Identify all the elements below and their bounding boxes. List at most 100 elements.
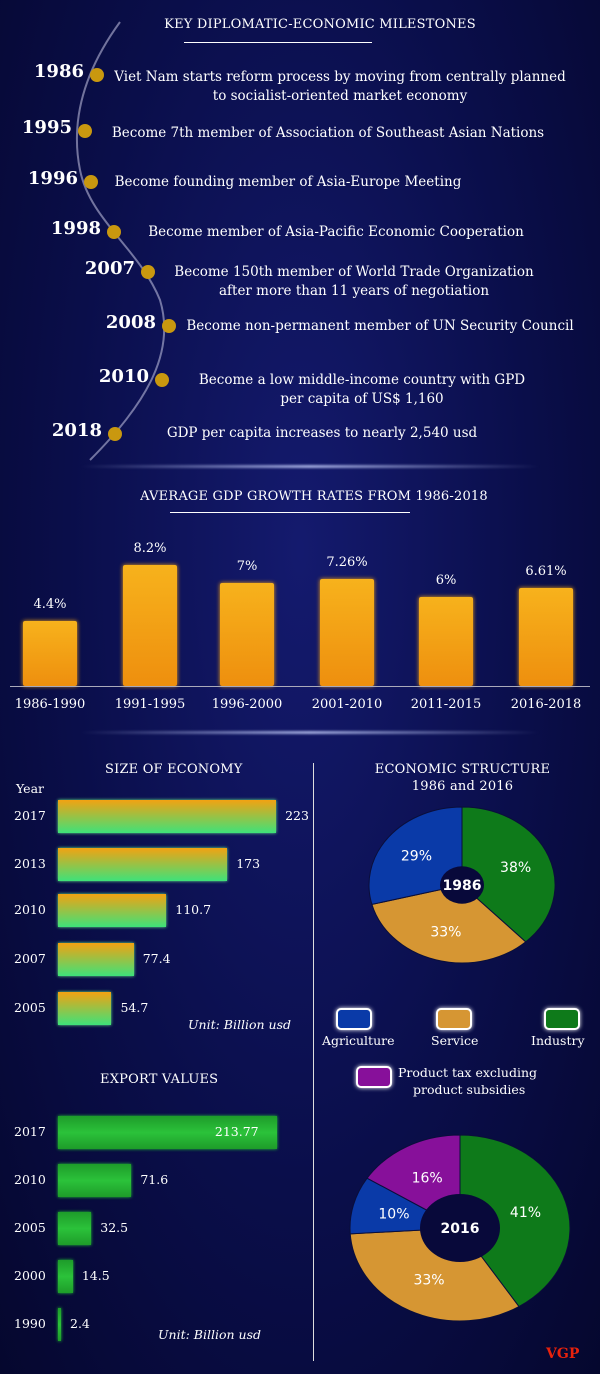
milestone-text: GDP per capita increases to nearly 2,540… xyxy=(166,425,478,441)
size-year-label: 2005 xyxy=(14,1000,46,1015)
gdp-category-label: 2016-2018 xyxy=(510,697,582,712)
legend-swatch-agriculture xyxy=(336,1008,372,1030)
gdp-data-label: 7% xyxy=(236,558,258,574)
export-data-label: 213.77 xyxy=(214,1124,259,1139)
vgp-logo: VGP xyxy=(546,1346,580,1362)
export-bar xyxy=(58,1164,132,1197)
gdp-bar xyxy=(320,578,374,686)
milestone-text: Become non-permanent member of UN Securi… xyxy=(186,318,574,334)
pie-slice-service xyxy=(371,884,527,964)
export-bar xyxy=(58,1116,277,1149)
size-data-label: 77.4 xyxy=(142,951,171,966)
title-underline xyxy=(184,42,372,43)
year-axis-label: Year xyxy=(16,781,44,796)
pie-slice-industry xyxy=(461,806,556,943)
size-bar xyxy=(58,894,167,927)
gdp-chart-title: AVERAGE GDP GROWTH RATES FROM 1986-2018 xyxy=(140,489,488,504)
structure-title-line1: ECONOMIC STRUCTURE xyxy=(374,762,551,777)
milestone-text: per capita of US$ 1,160 xyxy=(280,391,444,407)
milestone-year: 1996 xyxy=(27,168,78,189)
legend-swatch-service xyxy=(436,1008,472,1030)
milestone-dot xyxy=(108,427,122,441)
milestone-dot xyxy=(141,265,155,279)
gdp-category-label: 2011-2015 xyxy=(410,697,482,712)
gdp-category-label: 1986-1990 xyxy=(14,697,86,712)
pie-slice-label: 41% xyxy=(510,1205,541,1221)
gdp-data-label: 6.61% xyxy=(525,564,567,580)
milestone-text: to socialist-oriented market economy xyxy=(212,88,468,104)
milestone-dot xyxy=(162,319,176,333)
gdp-bar xyxy=(519,588,573,686)
gdp-data-label: 6% xyxy=(435,573,457,589)
gdp-category-label: 2001-2010 xyxy=(311,697,383,712)
legend-label-service: Service xyxy=(431,1033,479,1048)
export-chart-title: EXPORT VALUES xyxy=(100,1072,219,1087)
gdp-bar xyxy=(419,597,473,686)
milestone-year: 2018 xyxy=(51,420,102,441)
milestone-text: Become 150th member of World Trade Organ… xyxy=(174,264,534,280)
size-year-label: 2010 xyxy=(14,902,46,917)
milestone-year: 2008 xyxy=(105,312,156,333)
gdp-bar xyxy=(23,621,77,686)
vertical-divider xyxy=(313,763,314,1361)
size-bar xyxy=(58,943,134,976)
pie-slice-label: 33% xyxy=(430,924,461,940)
gdp-category-label: 1991-1995 xyxy=(114,697,186,712)
export-bar xyxy=(58,1260,73,1293)
gdp-bar xyxy=(220,582,274,686)
export-bar xyxy=(58,1308,61,1341)
export-year-label: 2010 xyxy=(14,1172,46,1187)
pie-slice-label: 10% xyxy=(378,1207,409,1223)
chart-baseline xyxy=(10,686,590,687)
milestone-year: 1998 xyxy=(50,218,101,239)
size-chart-title: SIZE OF ECONOMY xyxy=(105,762,243,777)
title-underline xyxy=(170,512,410,513)
size-bar xyxy=(58,992,112,1025)
gdp-bar xyxy=(123,565,177,686)
pie-slice-label: 38% xyxy=(500,860,531,876)
legend-label-industry: Industry xyxy=(531,1033,585,1048)
pie-slice-label: 33% xyxy=(413,1272,444,1288)
milestone-dot xyxy=(78,124,92,138)
section-divider xyxy=(80,731,540,734)
pie-center-hole xyxy=(420,1194,500,1262)
milestone-text: Become member of Asia-Pacific Economic C… xyxy=(148,224,524,240)
size-data-label: 110.7 xyxy=(175,902,212,917)
size-year-label: 2013 xyxy=(14,856,46,871)
gdp-data-label: 8.2% xyxy=(133,541,167,556)
pie-center-label: 1986 xyxy=(443,878,482,894)
pie-slice-label: 16% xyxy=(412,1170,443,1186)
milestone-text: after more than 11 years of negotiation xyxy=(218,283,490,299)
milestone-year: 2010 xyxy=(98,366,149,387)
export-data-label: 2.4 xyxy=(70,1316,90,1331)
structure-title-line2: 1986 and 2016 xyxy=(411,779,514,794)
gdp-category-label: 1996-2000 xyxy=(211,697,283,712)
legend-swatch-industry xyxy=(544,1008,580,1030)
export-year-label: 2017 xyxy=(14,1124,46,1139)
export-bar xyxy=(58,1212,92,1245)
size-data-label: 54.7 xyxy=(120,1000,149,1015)
section-divider xyxy=(80,465,540,468)
size-data-label: 223 xyxy=(285,808,309,823)
size-bar xyxy=(58,848,228,881)
export-year-label: 2005 xyxy=(14,1220,46,1235)
pie-center-hole xyxy=(440,866,484,904)
milestone-dot xyxy=(107,225,121,239)
gdp-data-label: 4.4% xyxy=(33,597,67,613)
milestone-dot xyxy=(84,175,98,189)
export-unit-label: Unit: Billion usd xyxy=(158,1327,261,1342)
legend-label-agriculture: Agriculture xyxy=(322,1033,395,1048)
size-bar xyxy=(58,800,277,833)
milestone-year: 2007 xyxy=(84,258,135,279)
milestone-year: 1995 xyxy=(21,117,72,138)
export-year-label: 1990 xyxy=(14,1316,46,1331)
pie-slice-agriculture xyxy=(368,806,463,905)
pie-center-label: 2016 xyxy=(441,1221,480,1237)
milestone-dot xyxy=(90,68,104,82)
milestone-text: Become founding member of Asia-Europe Me… xyxy=(114,174,462,190)
milestone-dot xyxy=(155,373,169,387)
milestones-title: KEY DIPLOMATIC-ECONOMIC MILESTONES xyxy=(164,17,476,32)
export-data-label: 32.5 xyxy=(100,1220,129,1235)
legend-label-product-tax-line1: Product tax excluding xyxy=(398,1065,538,1080)
